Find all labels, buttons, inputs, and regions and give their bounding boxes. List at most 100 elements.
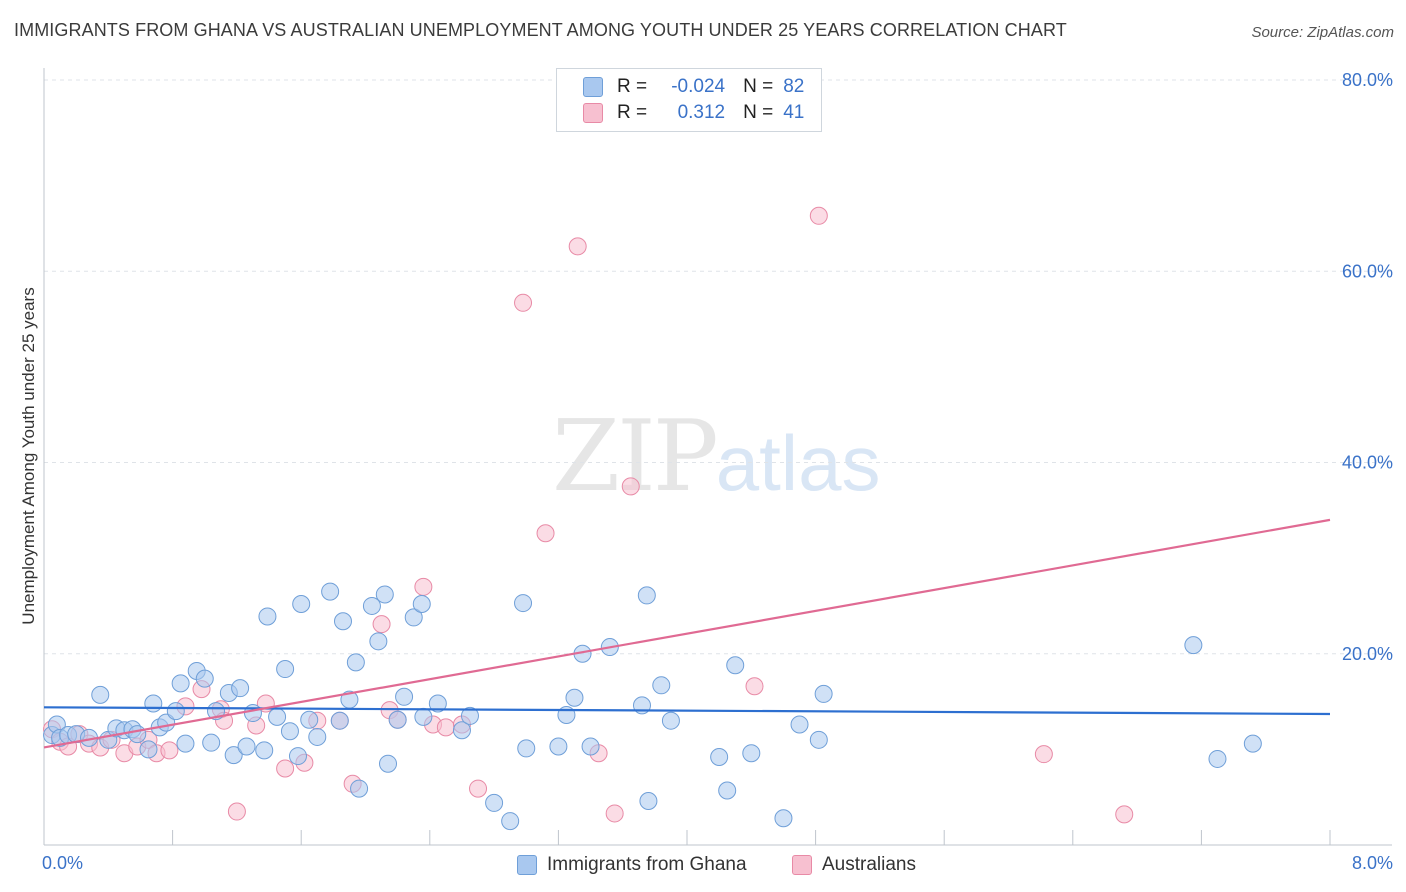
- ghana-point: [726, 656, 745, 675]
- ghana-point: [809, 730, 828, 749]
- australians-point: [276, 759, 295, 778]
- australians-point: [414, 577, 433, 596]
- ghana-point: [375, 585, 394, 604]
- australians-trend-line: [43, 518, 1331, 749]
- ghana-point: [128, 725, 147, 744]
- ghana-point: [91, 685, 110, 704]
- ghana-point: [395, 687, 414, 706]
- australians-point: [227, 802, 246, 821]
- ghana-point: [388, 710, 407, 729]
- y-tick-label: 20.0%: [1342, 644, 1393, 664]
- ghana-point: [288, 747, 307, 766]
- ghana-point: [412, 595, 431, 614]
- ghana-point: [258, 607, 277, 626]
- legend-item-ghana: Immigrants from Ghana: [517, 854, 747, 876]
- ghana-point: [308, 727, 327, 746]
- legend-r-value: 0.312: [677, 102, 726, 123]
- trend-lines: [43, 518, 1331, 749]
- legend-n-label: N =: [743, 102, 774, 123]
- watermark-zip: ZIP: [552, 400, 719, 514]
- ghana-point: [166, 702, 185, 721]
- ghana-point: [333, 612, 352, 631]
- ghana-point: [742, 744, 761, 763]
- y-tick-label: 80.0%: [1342, 70, 1393, 90]
- australians-point: [809, 206, 828, 225]
- data-points: [43, 206, 1262, 831]
- legend-swatch-ghana: [517, 855, 537, 875]
- ghana-point: [231, 679, 250, 698]
- ghana-point: [460, 706, 479, 725]
- australians-point: [568, 237, 587, 256]
- ghana-point: [1208, 749, 1227, 768]
- tick-labels: 20.0% 40.0% 60.0% 80.0% 0.0% 8.0%: [42, 70, 1393, 873]
- legend-r-label: R =: [617, 102, 648, 123]
- australians-point: [160, 741, 179, 760]
- australians-point: [1034, 745, 1053, 764]
- ghana-point: [268, 707, 287, 726]
- australians-point: [372, 615, 391, 634]
- ghana-point: [514, 594, 533, 613]
- australians-point: [536, 524, 555, 543]
- ghana-point: [452, 721, 471, 740]
- y-tick-label: 60.0%: [1342, 261, 1393, 281]
- ghana-point: [414, 707, 433, 726]
- ghana-point: [292, 595, 311, 614]
- australians-point: [436, 718, 455, 737]
- ghana-point: [330, 711, 349, 730]
- ghana-point: [224, 746, 243, 765]
- legend-n-label: N =: [743, 76, 774, 97]
- ghana-point: [237, 737, 256, 756]
- y-tick-label: 40.0%: [1342, 453, 1393, 473]
- ghana-point: [1243, 734, 1262, 753]
- ghana-point: [346, 653, 365, 672]
- ghana-point: [350, 779, 369, 798]
- ghana-point: [171, 674, 190, 693]
- legend-label-australians: Australians: [822, 854, 916, 875]
- ghana-point: [501, 812, 520, 831]
- ghana-point: [176, 734, 195, 753]
- x-tick-label: 8.0%: [1352, 853, 1393, 873]
- ghana-point: [774, 809, 793, 828]
- ghana-point: [369, 632, 388, 651]
- ghana-point: [565, 688, 584, 707]
- legend-swatch-australians: [792, 855, 812, 875]
- x-tick-label: 0.0%: [42, 853, 83, 873]
- ghana-point: [139, 740, 158, 759]
- ghana-point: [637, 586, 656, 605]
- ghana-point: [661, 711, 680, 730]
- legend-row-ghana: R = -0.024 N = 82: [583, 75, 804, 99]
- grid: [44, 79, 1392, 655]
- australians-point: [514, 293, 533, 312]
- ghana-point: [280, 722, 299, 741]
- ghana-point: [549, 737, 568, 756]
- legend-row-australians: R = 0.312 N = 41: [583, 101, 804, 125]
- ghana-point: [639, 792, 658, 811]
- ghana-point: [379, 754, 398, 773]
- correlation-legend: R = -0.024 N = 82 R = 0.312 N = 41: [556, 68, 822, 132]
- ghana-point: [255, 741, 274, 760]
- legend-swatch-australians: [583, 103, 603, 123]
- ghana-point: [144, 694, 163, 713]
- legend-r-value: -0.024: [671, 76, 726, 97]
- australians-point: [1115, 805, 1134, 824]
- source-label: Source: ZipAtlas.com: [1251, 24, 1394, 41]
- legend-swatch-ghana: [583, 77, 603, 97]
- axes: [43, 68, 1392, 846]
- legend-label-ghana: Immigrants from Ghana: [547, 854, 747, 875]
- australians-point: [621, 477, 640, 496]
- legend-r-label: R =: [617, 76, 648, 97]
- australians-point: [745, 677, 764, 696]
- legend-n-value: 41: [783, 102, 805, 123]
- australians-point: [605, 804, 624, 823]
- legend-n-value: 82: [783, 76, 805, 97]
- ghana-point: [790, 715, 809, 734]
- ghana-point: [362, 596, 381, 615]
- ghana-point: [1184, 636, 1203, 655]
- legend-item-australians: Australians: [792, 854, 916, 876]
- y-axis-label: Unemployment Among Youth under 25 years: [19, 287, 38, 624]
- ghana-point: [195, 669, 214, 688]
- ghana-point: [202, 733, 221, 752]
- ghana-point: [300, 710, 319, 729]
- ghana-point: [718, 781, 737, 800]
